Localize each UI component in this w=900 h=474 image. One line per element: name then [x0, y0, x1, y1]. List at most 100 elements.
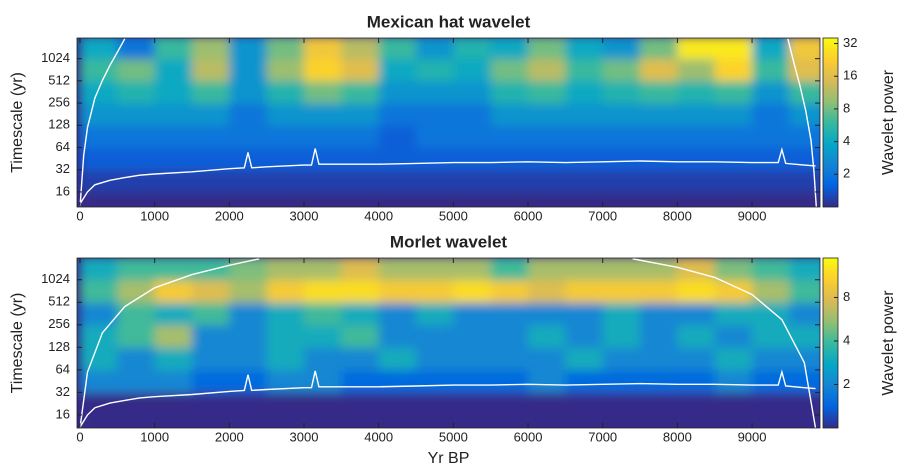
heatmap-cell	[602, 347, 641, 371]
heatmap-cell	[416, 80, 454, 104]
heatmap-cell	[490, 80, 529, 104]
heatmap-cell	[341, 58, 380, 82]
heatmap-cell	[453, 302, 492, 326]
heatmap-cell	[304, 191, 342, 207]
heatmap-cell	[229, 414, 268, 428]
heatmap-cell	[565, 347, 604, 371]
heatmap-cell	[453, 258, 492, 281]
heatmap-cell	[602, 147, 641, 171]
heatmap-cell	[304, 392, 342, 416]
heatmap-cell	[752, 302, 790, 326]
heatmap-cell	[490, 324, 529, 348]
colorbar-label: Wavelet power	[880, 69, 897, 175]
heatmap-cell	[191, 302, 230, 326]
heatmap-cell	[154, 324, 193, 348]
heatmap-cell	[602, 414, 641, 428]
heatmap-cell	[714, 38, 753, 60]
heatmap-cell	[304, 347, 342, 371]
heatmap-cell	[378, 324, 417, 348]
heatmap-cell	[117, 125, 156, 149]
heatmap-cell	[266, 302, 305, 326]
y-tick-label: 512	[48, 294, 70, 309]
heatmap	[79, 258, 820, 428]
heatmap-cell	[677, 279, 716, 303]
heatmap-cell	[565, 414, 604, 428]
heatmap-cell	[640, 58, 678, 82]
heatmap-cell	[453, 103, 492, 126]
heatmap-cell	[752, 414, 790, 428]
heatmap-cell	[416, 302, 454, 326]
heatmap-cell	[117, 414, 156, 428]
heatmap-cell	[714, 191, 753, 207]
heatmap-cell	[79, 414, 118, 428]
colorbar-tick-label: 8	[843, 289, 850, 304]
heatmap-cell	[528, 324, 566, 348]
x-tick-label: 5000	[439, 429, 468, 444]
heatmap-cell	[191, 324, 230, 348]
heatmap-cell	[79, 125, 118, 149]
heatmap-cell	[714, 392, 753, 416]
heatmap-cell	[490, 414, 529, 428]
heatmap-cell	[490, 258, 529, 281]
y-axis-label: Timescale (yr)	[9, 72, 26, 173]
heatmap-cell	[191, 80, 230, 104]
heatmap-cell	[640, 258, 678, 281]
x-tick-label: 8000	[663, 208, 692, 223]
y-tick-label: 256	[48, 316, 70, 331]
heatmap-cell	[453, 169, 492, 193]
heatmap-cell	[191, 279, 230, 303]
heatmap-cell	[752, 392, 790, 416]
heatmap-cell	[528, 302, 566, 326]
heatmap-cell	[79, 80, 118, 104]
heatmap-cell	[640, 103, 678, 126]
heatmap-cell	[341, 324, 380, 348]
heatmap-cell	[154, 38, 193, 60]
heatmap-cell	[191, 347, 230, 371]
heatmap-cell	[191, 258, 230, 281]
heatmap-cell	[79, 38, 118, 60]
heatmap-cell	[416, 347, 454, 371]
x-tick-label: 9000	[738, 208, 767, 223]
heatmap-cell	[229, 58, 268, 82]
heatmap-cell	[490, 279, 529, 303]
heatmap-cell	[453, 38, 492, 60]
heatmap-cell	[416, 414, 454, 428]
colorbar-tick-label: 32	[843, 35, 857, 50]
heatmap-cell	[528, 191, 566, 207]
x-tick-label: 1000	[140, 208, 169, 223]
heatmap-cell	[677, 169, 716, 193]
heatmap-cell	[528, 369, 566, 393]
heatmap-cell	[341, 103, 380, 126]
x-tick-label: 5000	[439, 208, 468, 223]
heatmap-cell	[752, 169, 790, 193]
y-tick-label: 16	[56, 406, 70, 421]
y-tick-label: 16	[56, 183, 70, 198]
heatmap-cell	[602, 191, 641, 207]
heatmap-cell	[565, 103, 604, 126]
x-tick-label: 4000	[364, 208, 393, 223]
heatmap-cell	[378, 80, 417, 104]
heatmap-cell	[229, 347, 268, 371]
heatmap-cell	[341, 302, 380, 326]
heatmap-cell	[304, 58, 342, 82]
y-tick-label: 32	[56, 384, 70, 399]
heatmap-cell	[341, 258, 380, 281]
heatmap-cell	[640, 324, 678, 348]
heatmap-cell	[752, 347, 790, 371]
heatmap-cell	[789, 191, 820, 207]
heatmap-cell	[266, 258, 305, 281]
x-tick-label: 1000	[140, 429, 169, 444]
x-tick-label: 8000	[663, 429, 692, 444]
heatmap-cell	[416, 324, 454, 348]
heatmap-cell	[789, 258, 820, 281]
heatmap-cell	[416, 125, 454, 149]
heatmap-cell	[490, 125, 529, 149]
heatmap-cell	[640, 147, 678, 171]
heatmap-cell	[341, 279, 380, 303]
heatmap-cell	[304, 38, 342, 60]
heatmap-cell	[378, 38, 417, 60]
heatmap-cell	[117, 80, 156, 104]
heatmap-cell	[490, 58, 529, 82]
heatmap-cell	[490, 392, 529, 416]
heatmap-cell	[528, 279, 566, 303]
